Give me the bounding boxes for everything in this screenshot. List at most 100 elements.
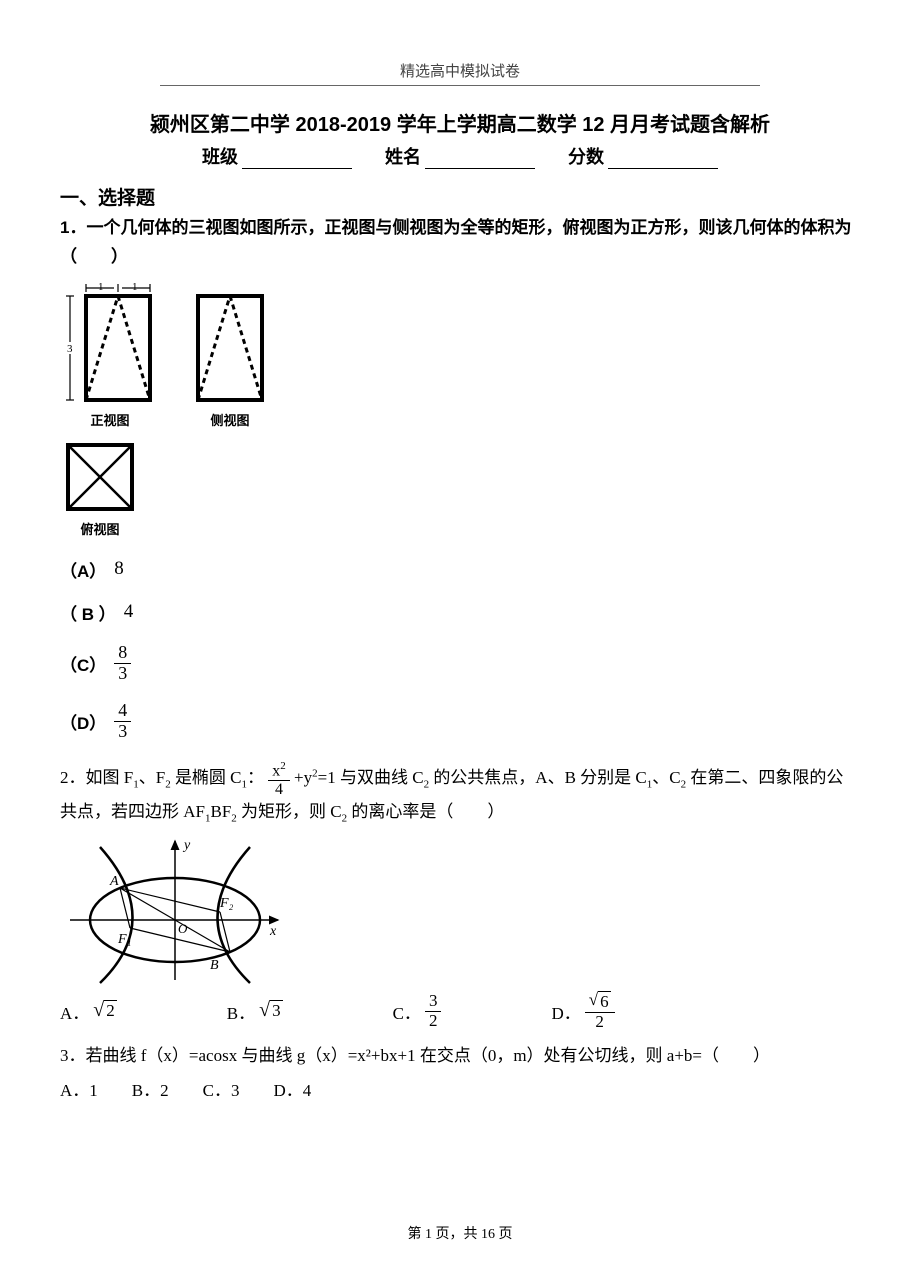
q1-a-value: 8 <box>114 558 124 580</box>
svg-text:1: 1 <box>132 281 138 293</box>
q1-d-num: 4 <box>114 701 131 722</box>
q1-views-row1: 1 1 3 正视图 侧视图 <box>60 278 860 429</box>
name-label: 姓名 <box>385 147 421 167</box>
q2-p4: ： <box>247 768 264 787</box>
q1-c-frac: 8 3 <box>114 643 131 684</box>
q3-text: 若曲线 f（x）=acosx 与曲线 g（x）=x²+bx+1 在交点（0，m）… <box>86 1046 771 1065</box>
q2-p1: 如图 F <box>86 768 134 787</box>
q2-p5b: =1 与双曲线 C <box>318 768 424 787</box>
q3-prefix: 3． <box>60 1046 86 1065</box>
q1-option-a: （A） 8 <box>60 557 860 582</box>
q1-d-frac: 4 3 <box>114 701 131 742</box>
q2-option-a: A． √2 <box>60 991 117 1032</box>
q2-x-label: x <box>269 924 277 939</box>
front-view-svg: 1 1 3 <box>60 278 160 408</box>
footer-page: 1 <box>425 1227 432 1242</box>
q1-b-value: 4 <box>124 601 134 623</box>
q1-a-label: （A） <box>60 557 106 582</box>
q1-c-label: （C） <box>60 651 106 676</box>
q2-graph: y x O A F₁ F₂ B <box>60 835 860 985</box>
q2-a-sqrt: √2 <box>93 1000 116 1021</box>
q2-prefix: 2． <box>60 768 86 787</box>
svg-text:3: 3 <box>67 343 73 355</box>
q2-frac: x2 4 <box>268 760 290 799</box>
class-blank <box>242 153 352 169</box>
page-header: 精选高中模拟试卷 <box>60 60 860 81</box>
q1-front-view: 1 1 3 正视图 <box>60 278 160 429</box>
q1-b-label: （ B ） <box>60 600 116 625</box>
q2-p5: +y <box>290 768 312 787</box>
q2-F1-label: F₁ <box>117 932 131 947</box>
q2-d-den: 2 <box>585 1013 615 1032</box>
q2-d-frac: √6 2 <box>585 991 615 1032</box>
q1-option-d: （D） 4 3 <box>60 701 860 742</box>
q2-p9: BF <box>210 802 231 821</box>
q1-text: 一个几何体的三视图如图所示，正视图与侧视图为全等的矩形，俯视图为正方形，则该几何… <box>60 218 851 266</box>
q2-option-b: B． √3 <box>227 991 283 1032</box>
q2-p11: 的离心率是（ ） <box>347 802 504 821</box>
q1-c-den: 3 <box>114 664 131 684</box>
q2-options: A． √2 B． √3 C． 3 2 D． √6 2 <box>60 991 860 1032</box>
q2-F2-label: F₂ <box>219 896 234 911</box>
q2-a-arg: 2 <box>104 1000 117 1021</box>
footer-mid: 页，共 <box>432 1227 481 1242</box>
svg-text:1: 1 <box>98 281 104 293</box>
score-blank <box>608 153 718 169</box>
footer-total: 16 <box>481 1227 495 1242</box>
q2-A-label: A <box>109 874 119 889</box>
side-view-svg <box>190 278 270 408</box>
footer-suffix: 页 <box>495 1227 513 1242</box>
q2-p3: 是椭圆 C <box>171 768 242 787</box>
name-blank <box>425 153 535 169</box>
q3-stem: 3．若曲线 f（x）=acosx 与曲线 g（x）=x²+bx+1 在交点（0，… <box>60 1042 860 1071</box>
page: 精选高中模拟试卷 颍州区第二中学 2018-2019 学年上学期高二数学 12 … <box>0 0 920 1273</box>
q2-b-sqrt: √3 <box>259 1000 282 1021</box>
q2-c-label: C． <box>393 999 421 1024</box>
q1-stem: 1．一个几何体的三视图如图所示，正视图与侧视图为全等的矩形，俯视图为正方形，则该… <box>60 214 860 272</box>
section-1-heading: 一、选择题 <box>60 183 860 210</box>
q2-option-c: C． 3 2 <box>393 991 442 1032</box>
q2-frac-den: 4 <box>268 781 290 799</box>
q1-top-view: 俯视图 <box>60 437 140 538</box>
q2-b-label: B． <box>227 999 255 1024</box>
score-label: 分数 <box>568 147 604 167</box>
q2-p2: 、F <box>139 768 165 787</box>
q1-d-label: （D） <box>60 709 106 734</box>
front-view-label: 正视图 <box>60 410 160 429</box>
class-label: 班级 <box>202 147 238 167</box>
q2-c-den: 2 <box>425 1012 442 1031</box>
q2-p7: 、C <box>652 768 680 787</box>
q2-c-frac: 3 2 <box>425 992 442 1030</box>
q2-p6: 的公共焦点，A、B 分别是 C <box>429 768 647 787</box>
q2-option-d: D． √6 2 <box>551 991 614 1032</box>
q2-y-label: y <box>182 838 191 853</box>
q3-options: A．1 B．2 C．3 D．4 <box>60 1077 860 1106</box>
q1-c-num: 8 <box>114 643 131 664</box>
q2-a-label: A． <box>60 999 89 1024</box>
footer-prefix: 第 <box>408 1227 426 1242</box>
q1-views-row2: 俯视图 <box>60 437 860 539</box>
q1-prefix: 1． <box>60 218 86 237</box>
q2-c-num: 3 <box>425 992 442 1012</box>
q2-graph-svg: y x O A F₁ F₂ B <box>60 835 290 985</box>
q1-option-c: （C） 8 3 <box>60 643 860 684</box>
q2-d-arg: 6 <box>598 991 611 1012</box>
header-underline <box>160 85 760 86</box>
top-view-label: 俯视图 <box>60 519 140 538</box>
page-footer: 第 1 页，共 16 页 <box>0 1223 920 1243</box>
q2-d-num: √6 <box>585 991 615 1013</box>
q1-option-b: （ B ） 4 <box>60 600 860 625</box>
top-view-svg <box>60 437 140 517</box>
info-line: 班级 姓名 分数 <box>60 143 860 169</box>
q2-p10: 为矩形，则 C <box>237 802 342 821</box>
q2-frac-num: x2 <box>268 760 290 781</box>
document-title: 颍州区第二中学 2018-2019 学年上学期高二数学 12 月月考试题含解析 <box>60 108 860 137</box>
q2-frac-xsup: 2 <box>280 760 286 772</box>
q2-B-label: B <box>210 958 219 973</box>
q1-side-view: 侧视图 <box>190 278 270 429</box>
q2-d-label: D． <box>551 999 580 1024</box>
side-view-label: 侧视图 <box>190 410 270 429</box>
q1-d-den: 3 <box>114 722 131 742</box>
q2-stem: 2．如图 F1、F2 是椭圆 C1： x2 4 +y2=1 与双曲线 C2 的公… <box>60 760 860 829</box>
q2-b-arg: 3 <box>270 1000 283 1021</box>
